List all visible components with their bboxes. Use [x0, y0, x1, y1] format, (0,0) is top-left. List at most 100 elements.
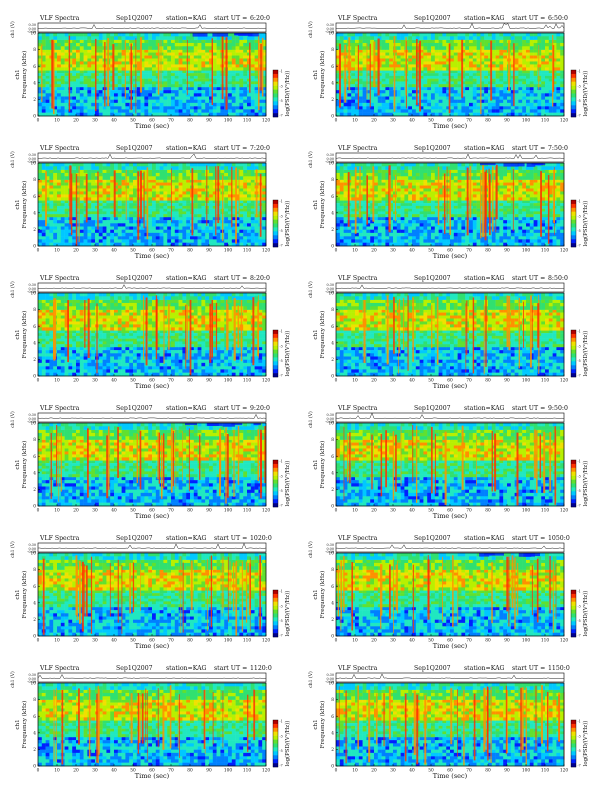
- spectrogram-cell: [446, 78, 451, 82]
- spectrogram-cell: [38, 169, 43, 174]
- spectrogram-cell: [163, 200, 168, 204]
- spectrogram-cell: [49, 229, 54, 234]
- spectrogram-cell: [125, 216, 130, 221]
- spectrogram-cell: [560, 90, 565, 94]
- spectrogram-cell: [262, 169, 267, 174]
- spectrogram-cell: [450, 73, 455, 77]
- spectrogram-cell: [87, 163, 92, 167]
- spectrogram-cell: [152, 84, 157, 88]
- spectrogram-cell: [140, 70, 145, 74]
- spectrogram-cell: [121, 93, 126, 97]
- spectrogram-cell: [121, 102, 126, 107]
- spectrogram-cell: [389, 33, 394, 37]
- spectrogram-cell: [548, 84, 553, 88]
- spectrogram-cell: [262, 197, 267, 201]
- spectrogram-cell: [163, 75, 168, 79]
- spectrogram-cell: [503, 90, 508, 94]
- spectrogram-cell: [412, 93, 417, 97]
- x-tick-label: 90: [206, 119, 212, 124]
- spectrogram-cell: [68, 102, 73, 107]
- spectrogram-cell: [201, 197, 206, 201]
- spectrogram-cell: [117, 39, 122, 44]
- spectrogram-cell: [434, 112, 439, 117]
- spectrogram-cell: [381, 64, 386, 68]
- spectrogram-cell: [243, 226, 248, 230]
- sferic-streak: [538, 45, 540, 90]
- spectrogram-cell: [121, 197, 126, 201]
- spectrogram-cell: [469, 109, 474, 113]
- spectrogram-cell: [110, 214, 115, 218]
- spectrogram-cell: [415, 102, 420, 107]
- spectrogram-cell: [159, 223, 164, 227]
- spectrogram-cell: [163, 90, 168, 94]
- spectrogram-cell: [87, 109, 92, 113]
- spectrogram-cell: [510, 61, 515, 65]
- spectrogram-cell: [262, 106, 267, 110]
- spectrogram-cell: [339, 70, 344, 74]
- spectrogram-cell: [488, 102, 493, 107]
- spectrogram-cell: [76, 214, 81, 218]
- spectrogram-cell: [450, 81, 455, 85]
- spectrogram-cell: [171, 191, 176, 195]
- spectrogram-cell: [461, 52, 466, 56]
- spectrogram-cell: [258, 236, 263, 240]
- spectrogram-cell: [247, 185, 252, 189]
- spectrogram-cell: [374, 96, 379, 100]
- spectrogram-cell: [49, 232, 54, 237]
- spectrogram-cell: [79, 36, 84, 40]
- spectrogram-cell: [57, 214, 62, 218]
- spectrogram-cell: [533, 42, 538, 47]
- spectrogram-cell: [503, 33, 508, 37]
- spectrogram-cell: [193, 84, 198, 88]
- sferic-streak: [186, 39, 188, 95]
- spectrogram-cell: [186, 203, 191, 207]
- colorbar-tick-label: -1: [280, 70, 283, 74]
- spectrogram-cell: [465, 58, 470, 62]
- spectrogram-cell: [423, 84, 428, 88]
- spectrogram-cell: [453, 39, 458, 44]
- spectrogram-cell: [400, 90, 405, 94]
- spectrogram-cell: [423, 55, 428, 59]
- spectrogram-cell: [216, 232, 221, 237]
- spectrogram-cell: [114, 36, 119, 40]
- spectrogram-cell: [377, 106, 382, 110]
- spectrogram-cell: [548, 55, 553, 59]
- spectrogram-cell: [167, 242, 172, 247]
- spectrogram-cell: [503, 49, 508, 53]
- spectrogram-cell: [396, 96, 401, 100]
- spectrogram-cell: [87, 86, 92, 91]
- low-power-patch: [238, 33, 253, 36]
- spectrogram-cell: [95, 216, 100, 221]
- spectrogram-cell: [121, 163, 126, 167]
- spectrogram-cell: [125, 102, 130, 107]
- spectrogram-cell: [57, 232, 62, 237]
- spectrogram-cell: [370, 84, 375, 88]
- colorbar-segment: [571, 93, 576, 98]
- spectrogram-cell: [374, 102, 379, 107]
- spectrogram-cell: [205, 242, 210, 247]
- spectrogram-cell: [53, 55, 58, 59]
- spectrogram-cell: [235, 169, 240, 174]
- spectrogram-cell: [247, 176, 252, 180]
- spectrogram-cell: [239, 106, 244, 110]
- spectrogram-cell: [434, 58, 439, 62]
- spectrogram-cell: [72, 96, 77, 100]
- spectrogram-cell: [163, 78, 168, 82]
- spectrogram-cell: [114, 78, 119, 82]
- spectrogram-cell: [239, 191, 244, 195]
- spectrogram-cell: [212, 176, 217, 180]
- spectrogram-cell: [427, 55, 432, 59]
- spectrogram-cell: [91, 226, 96, 230]
- spectrogram-cell: [106, 239, 111, 243]
- spectrogram-cell: [148, 197, 153, 201]
- spectrogram-cell: [95, 81, 100, 85]
- spectrogram-cell: [465, 36, 470, 40]
- spectrogram-cell: [442, 81, 447, 85]
- x-tick-label: 80: [187, 119, 193, 124]
- spectrogram-cell: [212, 73, 217, 77]
- spectrogram-cell: [457, 93, 462, 97]
- spectrogram-cell: [197, 214, 202, 218]
- spectrogram-cell: [491, 70, 496, 74]
- spectrogram-cell: [57, 229, 62, 234]
- spectrogram-cell: [476, 106, 481, 110]
